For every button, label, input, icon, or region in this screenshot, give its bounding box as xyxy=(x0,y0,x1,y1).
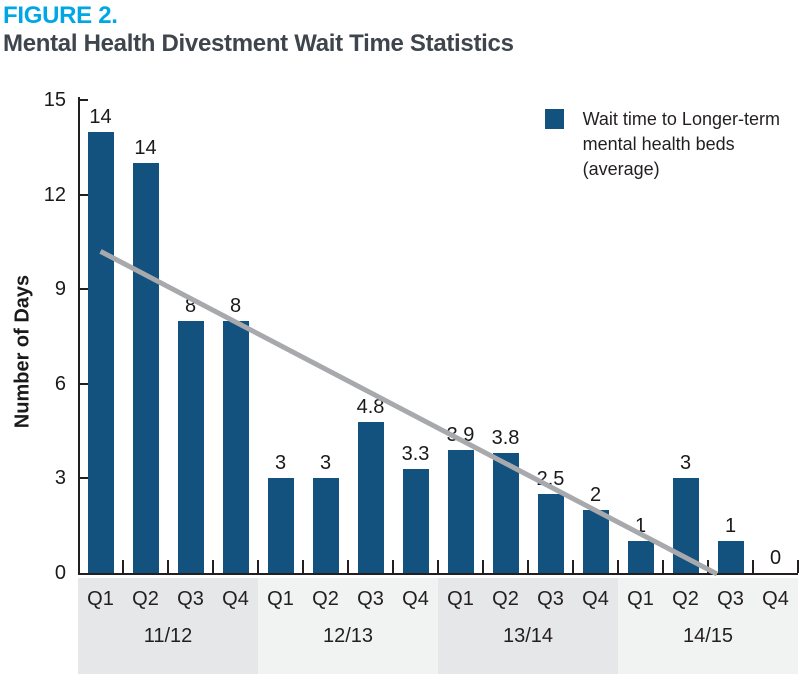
bar-Q4-13-14 xyxy=(582,509,609,573)
x-tick xyxy=(572,560,574,573)
legend-label: Wait time to Longer-term mental health b… xyxy=(583,107,800,182)
figure-title: Mental Health Divestment Wait Time Stati… xyxy=(3,30,514,57)
bar-value-label: 14 xyxy=(89,105,112,128)
x-tick xyxy=(122,560,124,573)
bar-Q3-12-13 xyxy=(357,421,384,573)
quarter-label: Q3 xyxy=(177,588,204,610)
quarter-label: Q4 xyxy=(582,588,609,610)
x-tick xyxy=(662,560,664,573)
bar-Q2-14-15 xyxy=(672,478,699,573)
bar-Q3-13-14 xyxy=(537,494,564,573)
x-tick xyxy=(302,560,304,573)
bar-Q3-14-15 xyxy=(717,541,744,573)
bar-Q2-13-14 xyxy=(492,453,519,573)
quarter-label: Q2 xyxy=(132,588,159,610)
bar-value-label: 3 xyxy=(319,452,332,475)
quarter-label: Q2 xyxy=(312,588,339,610)
bar-Q1-14-15 xyxy=(627,541,654,573)
figure-label: FIGURE 2. xyxy=(3,2,118,29)
legend-swatch-icon xyxy=(545,109,564,129)
x-tick xyxy=(437,560,439,573)
y-tick-label: 9 xyxy=(54,278,66,301)
y-tick-label: 0 xyxy=(54,562,66,584)
bar-Q1-12-13 xyxy=(267,478,294,573)
year-label: 11/12 xyxy=(143,625,193,647)
y-tick-label: 6 xyxy=(54,372,66,395)
y-tick xyxy=(79,99,88,101)
bar-value-label: 2 xyxy=(589,483,602,506)
year-band-13-14 xyxy=(438,578,618,674)
bar-Q4-11-12 xyxy=(222,320,249,573)
legend-label-line1: Wait time to Longer-term xyxy=(582,109,780,129)
bar-Q4-12-13 xyxy=(402,468,429,573)
quarter-label: Q4 xyxy=(222,588,249,610)
x-tick xyxy=(797,560,799,573)
quarter-label: Q2 xyxy=(672,588,699,610)
x-axis-line xyxy=(78,573,798,575)
legend-label-line2: mental health beds (average) xyxy=(582,134,735,179)
bar-value-label: 4.8 xyxy=(356,395,385,418)
legend: Wait time to Longer-term mental health b… xyxy=(545,107,800,182)
y-tick-label: 12 xyxy=(43,183,66,206)
bar-value-label: 1 xyxy=(724,515,737,538)
bar-value-label: 8 xyxy=(229,294,242,317)
quarter-label: Q1 xyxy=(447,588,474,610)
bar-value-label: 3.8 xyxy=(491,427,520,450)
year-label: 13/14 xyxy=(502,625,554,647)
bar-Q2-12-13 xyxy=(312,478,339,573)
x-tick xyxy=(707,560,709,573)
x-tick xyxy=(392,560,394,573)
year-band-14-15 xyxy=(618,578,798,674)
quarter-label: Q2 xyxy=(492,588,519,610)
y-tick xyxy=(79,193,88,196)
bar-Q3-11-12 xyxy=(177,320,204,573)
x-tick xyxy=(167,560,169,573)
quarter-label: Q3 xyxy=(537,588,564,610)
quarter-label: Q1 xyxy=(267,588,294,610)
quarter-label: Q4 xyxy=(402,588,429,610)
x-tick xyxy=(617,560,619,573)
x-tick xyxy=(257,560,259,573)
x-tick xyxy=(212,560,214,573)
quarter-label: Q4 xyxy=(762,588,789,610)
x-tick xyxy=(347,560,349,573)
y-tick xyxy=(79,477,88,480)
x-tick xyxy=(527,560,529,573)
quarter-label: Q1 xyxy=(87,588,114,610)
bar-value-label: 0 xyxy=(769,547,782,569)
bar-value-label: 3 xyxy=(679,452,692,475)
y-axis-line xyxy=(78,97,80,575)
bar-Q2-11-12 xyxy=(132,163,159,573)
bar-value-label: 1 xyxy=(634,515,647,538)
x-tick xyxy=(752,560,754,573)
year-label: 12/13 xyxy=(322,625,374,647)
x-tick xyxy=(482,560,484,573)
quarter-label: Q3 xyxy=(357,588,384,610)
year-band-12-13 xyxy=(258,578,438,674)
quarter-label: Q3 xyxy=(717,588,744,610)
bar-Q1-13-14 xyxy=(447,450,474,573)
year-label: 14/15 xyxy=(682,625,734,647)
y-tick xyxy=(79,382,88,385)
quarter-label: Q1 xyxy=(627,588,654,610)
y-tick-label: 3 xyxy=(54,467,66,490)
bar-Q1-11-12 xyxy=(87,131,114,573)
year-band-11-12 xyxy=(78,578,258,674)
y-tick xyxy=(79,288,88,291)
bar-value-label: 14 xyxy=(134,137,157,160)
y-tick-label: 15 xyxy=(43,89,66,111)
